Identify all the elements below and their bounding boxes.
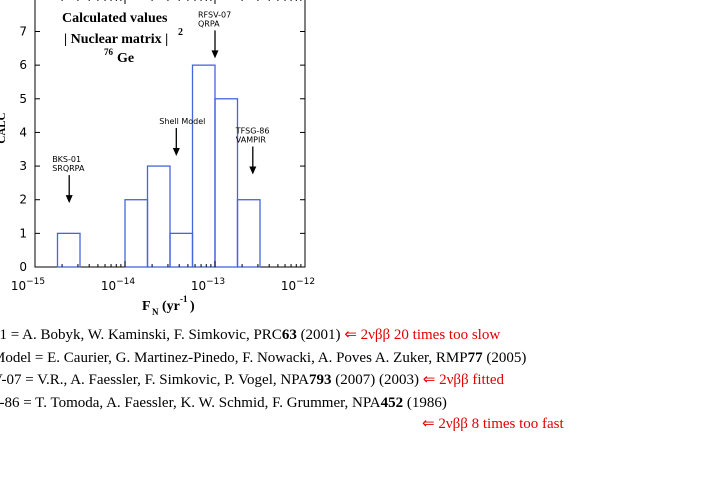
reference-text: 01 = A. Bobyk, W. Kaminski, F. Simkovic,…	[0, 327, 282, 343]
y-tick-label: 1	[19, 226, 27, 240]
reference-year: (1986)	[403, 394, 447, 411]
y-tick-label: 2	[19, 193, 27, 207]
reference-note: ⇐ 2νββ 20 times too slow	[344, 327, 501, 343]
svg-text:-1: -1	[180, 294, 188, 304]
title-line-3: Ge	[117, 51, 134, 66]
reference-year: (2007) (2003)	[331, 372, 423, 388]
annotation-label: BKS-01	[52, 155, 81, 164]
histogram-bar	[56, 232, 81, 268]
annotation-label: SRQRPA	[52, 164, 85, 173]
reference-year: (2005)	[482, 349, 527, 366]
x-tick-label: 10−15	[11, 277, 45, 293]
reference-text: V-07 = V.R., A. Faessler, F. Simkovic, P…	[0, 372, 310, 388]
reference-volume: 77	[467, 349, 483, 366]
svg-text:N: N	[152, 307, 159, 317]
reference-note: ⇐ 2νββ fitted	[422, 372, 505, 388]
reference-line: 3-86 = T. Tomoda, A. Faessler, K. W. Sch…	[0, 392, 526, 415]
svg-text:(yr: (yr	[162, 299, 180, 314]
y-tick-label: 6	[19, 58, 27, 72]
histogram-bar	[124, 199, 149, 268]
annotation-label: RFSV-07	[198, 10, 231, 19]
title-line-3-sup: 76	[104, 47, 114, 57]
reference-list: 01 = A. Bobyk, W. Kaminski, F. Simkovic,…	[0, 324, 526, 414]
y-tick-label: 3	[19, 159, 27, 173]
histogram-bar	[191, 64, 216, 268]
y-tick-label: 7	[19, 25, 27, 39]
title-line-2-sup: 2	[178, 27, 183, 38]
y-tick-label: 4	[19, 125, 27, 139]
y-axis-label: CALC	[0, 112, 8, 143]
histogram-bar	[236, 199, 261, 268]
annotation-label: Shell Model	[159, 117, 205, 126]
reference-line: V-07 = V.R., A. Faessler, F. Simkovic, P…	[0, 369, 526, 392]
reference-year: (2001)	[296, 327, 345, 343]
reference-volume: 452	[380, 394, 404, 411]
reference-volume: 63	[281, 327, 297, 343]
annotation-arrowhead	[65, 195, 73, 204]
annotation-arrowhead	[211, 50, 219, 59]
reference-line: 01 = A. Bobyk, W. Kaminski, F. Simkovic,…	[0, 324, 526, 347]
histogram-bar	[169, 232, 194, 268]
reference-text: Model = E. Caurier, G. Martinez-Pinedo, …	[0, 349, 468, 366]
x-tick-label: 10−12	[281, 277, 315, 293]
annotation-arrowhead	[249, 166, 257, 175]
title-line-2: | Nuclear matrix |	[64, 32, 168, 47]
svg-text:): )	[190, 299, 195, 314]
histogram-bar	[146, 165, 171, 268]
x-tick-label: 10−13	[191, 277, 225, 293]
reference-volume: 793	[309, 372, 332, 388]
fast-note: ⇐ 2νββ 8 times too fast	[422, 416, 564, 432]
annotation-label: QRPA	[198, 19, 220, 28]
reference-line: Model = E. Caurier, G. Martinez-Pinedo, …	[0, 347, 526, 370]
x-tick-label: 10−14	[101, 277, 136, 293]
svg-text:F: F	[142, 299, 151, 314]
annotation-arrowhead	[172, 147, 180, 156]
histogram-chart: 0 1 2 3 4 5 6 7 10−15 10−14 10−13 10−12 BKS-01SRQRP…	[0, 0, 315, 317]
y-tick-label: 5	[19, 92, 27, 106]
annotation-label: TFSG-86	[235, 126, 270, 135]
title-line-1: Calculated values	[62, 11, 168, 26]
annotation-label: VAMPIR	[236, 135, 267, 144]
histogram-bar	[214, 98, 239, 268]
axis-ticks: 0 1 2 3 4 5 6 7 10−15 10−14 10−13 10−12	[11, 0, 315, 293]
x-axis-label: F N (yr -1 )	[142, 294, 195, 317]
histogram-bars	[56, 64, 261, 268]
reference-text: 3-86 = T. Tomoda, A. Faessler, K. W. Sch…	[0, 394, 381, 411]
y-tick-label: 0	[19, 260, 27, 274]
